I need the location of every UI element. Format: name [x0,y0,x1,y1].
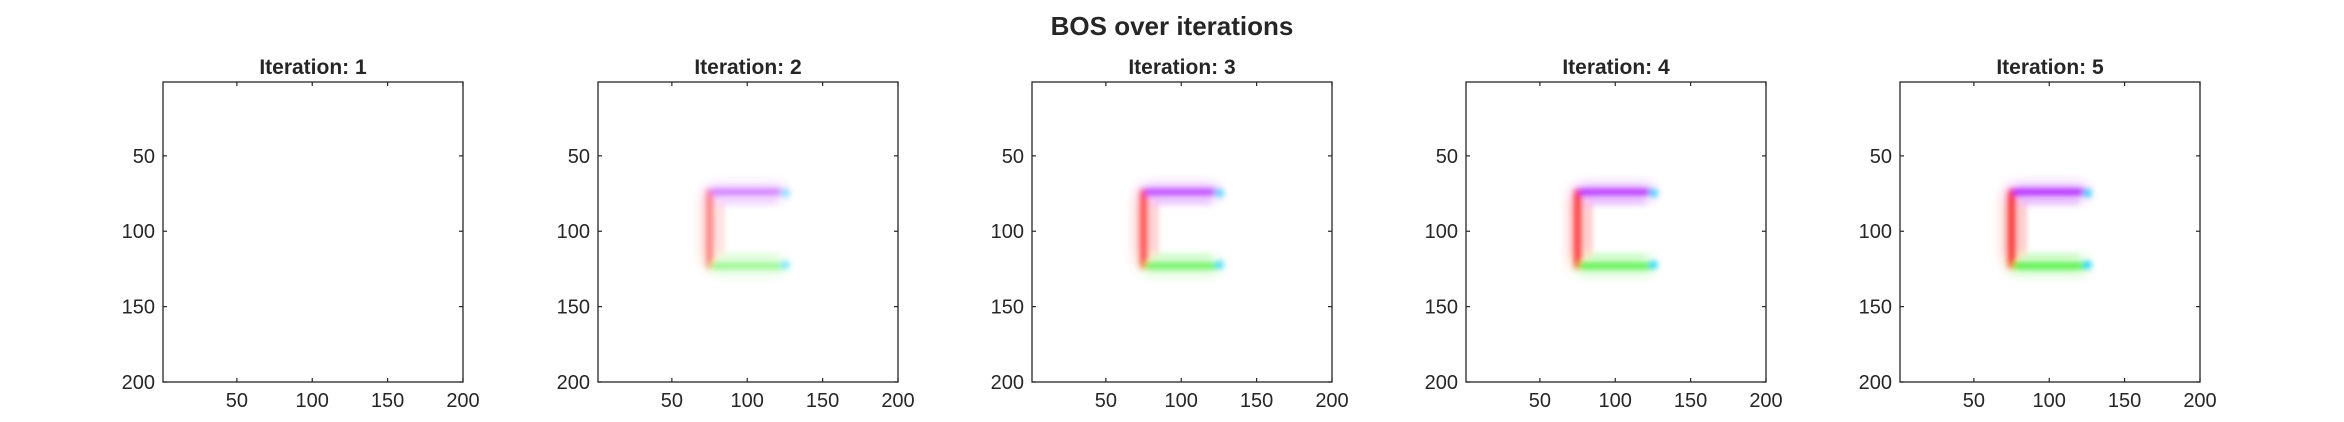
c-shape-field [704,187,790,271]
c-shape-inner [2022,200,2080,258]
panel-iteration-4: Iteration: 4 50 100 150 200 50 100 150 200 [1425,56,1783,412]
y-tick-label: 100 [991,221,1024,243]
y-tick-label: 50 [1870,146,1892,168]
y-tick-label: 150 [991,297,1024,319]
y-tick-label: 50 [133,146,155,168]
y-tick-label: 150 [122,297,155,319]
x-tick-label: 100 [296,390,329,412]
x-tick-label: 100 [1165,390,1198,412]
c-shape-field [2006,187,2092,271]
x-tick-label: 100 [731,390,764,412]
y-tick-label: 200 [1425,372,1458,394]
y-tick-label: 100 [122,221,155,243]
panel-title: Iteration: 5 [1996,56,2104,79]
y-tick-label: 200 [1859,372,1892,394]
panel-title: Iteration: 4 [1562,56,1670,79]
axes-box [1031,81,1333,383]
c-shape-inner [720,200,778,258]
x-tick-label: 150 [371,390,404,412]
c-shape-strokes [1140,189,1224,269]
y-tick-label: 100 [1425,221,1458,243]
c-shape-inner [1588,200,1646,258]
axes-box [1899,81,2201,383]
bottom-tip [2083,260,2092,269]
figure-title: BOS over iterations [1051,11,1294,41]
c-shape-strokes [1574,189,1658,269]
x-tick-label: 150 [2108,390,2141,412]
axes-box [162,81,464,383]
y-tick-label: 150 [1859,297,1892,319]
x-tick-label: 50 [1963,390,1985,412]
c-shape-strokes [706,189,790,269]
x-tick-label: 100 [1599,390,1632,412]
x-tick-label: 50 [661,390,683,412]
x-tick-label: 50 [1529,390,1551,412]
axes-box [1465,81,1767,383]
y-tick-label: 100 [1859,221,1892,243]
axes-box [597,81,899,383]
y-tick-label: 200 [122,372,155,394]
x-tick-label: 150 [1240,390,1273,412]
top-tip [1215,189,1224,198]
y-tick-label: 50 [568,146,590,168]
bottom-tip [1215,260,1224,269]
panel-title: Iteration: 3 [1128,56,1235,79]
y-tick-label: 150 [1425,297,1458,319]
x-tick-label: 150 [1674,390,1707,412]
x-tick-label: 200 [881,390,914,412]
c-shape-field [1138,187,1224,271]
top-tip [2083,189,2092,198]
bottom-tip [1649,260,1658,269]
x-tick-label: 50 [226,390,248,412]
panel-title: Iteration: 2 [694,56,801,79]
x-tick-label: 200 [2183,390,2216,412]
panel-title: Iteration: 1 [259,56,367,79]
panel-iteration-5: Iteration: 5 50 100 150 200 50 100 150 200 [1859,56,2217,412]
x-tick-label: 200 [446,390,479,412]
x-tick-label: 100 [2033,390,2066,412]
c-shape-strokes [2008,189,2092,269]
panel-iteration-3: Iteration: 3 50 100 150 200 50 100 150 200 [991,56,1349,412]
y-tick-label: 150 [557,297,590,319]
x-tick-label: 150 [806,390,839,412]
y-tick-label: 100 [557,221,590,243]
x-tick-label: 200 [1315,390,1348,412]
y-tick-label: 50 [1436,146,1458,168]
panel-iteration-1: Iteration: 1 50 100 150 200 50 100 150 200 [122,56,480,412]
y-tick-label: 200 [991,372,1024,394]
y-tick-label: 50 [1002,146,1024,168]
x-tick-label: 50 [1095,390,1117,412]
y-tick-label: 200 [557,372,590,394]
c-shape-inner [1154,200,1212,258]
top-tip [1649,189,1658,198]
c-shape-field [1572,187,1658,271]
bottom-tip [781,260,790,269]
x-tick-label: 200 [1749,390,1782,412]
top-tip [781,189,790,198]
panel-iteration-2: Iteration: 2 50 100 150 200 50 100 150 200 [557,56,915,412]
